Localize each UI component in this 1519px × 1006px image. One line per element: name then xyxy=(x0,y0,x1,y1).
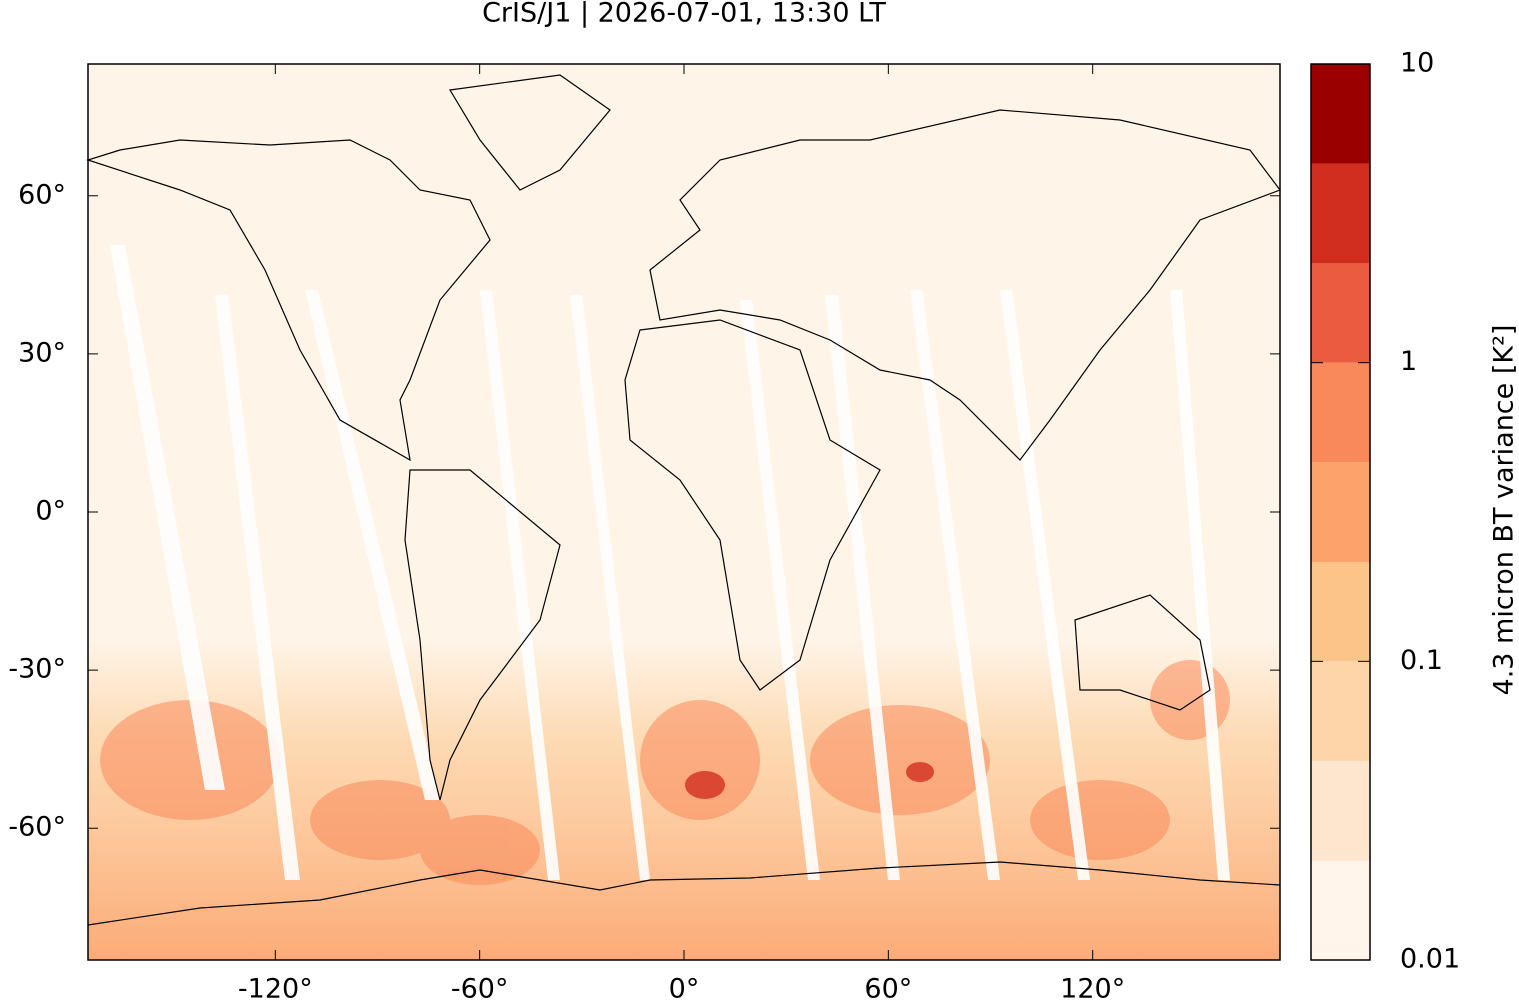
chart-title: CrIS/J1 | 2026-07-01, 13:30 LT xyxy=(482,0,886,29)
map-field xyxy=(88,64,1280,960)
colorbar-tick-label: 0.1 xyxy=(1400,645,1443,676)
x-tick-label: -60° xyxy=(451,974,509,1003)
colorbar-tick-label: 10 xyxy=(1400,48,1434,79)
colorbar-band xyxy=(1311,263,1370,362)
colorbar-band xyxy=(1311,661,1370,761)
x-tick-label: -120° xyxy=(238,974,313,1003)
colorbar-band xyxy=(1311,562,1370,661)
colorbar-band xyxy=(1311,861,1370,960)
colorbar-label: 4.3 micron BT variance [K²] xyxy=(1489,325,1519,696)
y-tick-label: 30° xyxy=(18,337,66,368)
y-tick-label: -60° xyxy=(8,812,66,843)
x-tick-label: 60° xyxy=(864,974,912,1003)
colorbar-tick-label: 0.01 xyxy=(1400,944,1460,975)
y-tick-label: 60° xyxy=(18,179,66,210)
x-tick-label: 120° xyxy=(1060,974,1125,1003)
colorbar-band xyxy=(1311,164,1370,264)
colorbar-band xyxy=(1311,64,1370,164)
colorbar-band xyxy=(1311,363,1370,463)
colorbar-band xyxy=(1311,462,1370,562)
y-tick-label: -30° xyxy=(8,654,66,685)
colorbar-tick-label: 1 xyxy=(1400,346,1417,377)
y-tick-label: 0° xyxy=(35,496,66,527)
colorbar-band xyxy=(1311,761,1370,861)
x-tick-label: 0° xyxy=(669,974,700,1003)
